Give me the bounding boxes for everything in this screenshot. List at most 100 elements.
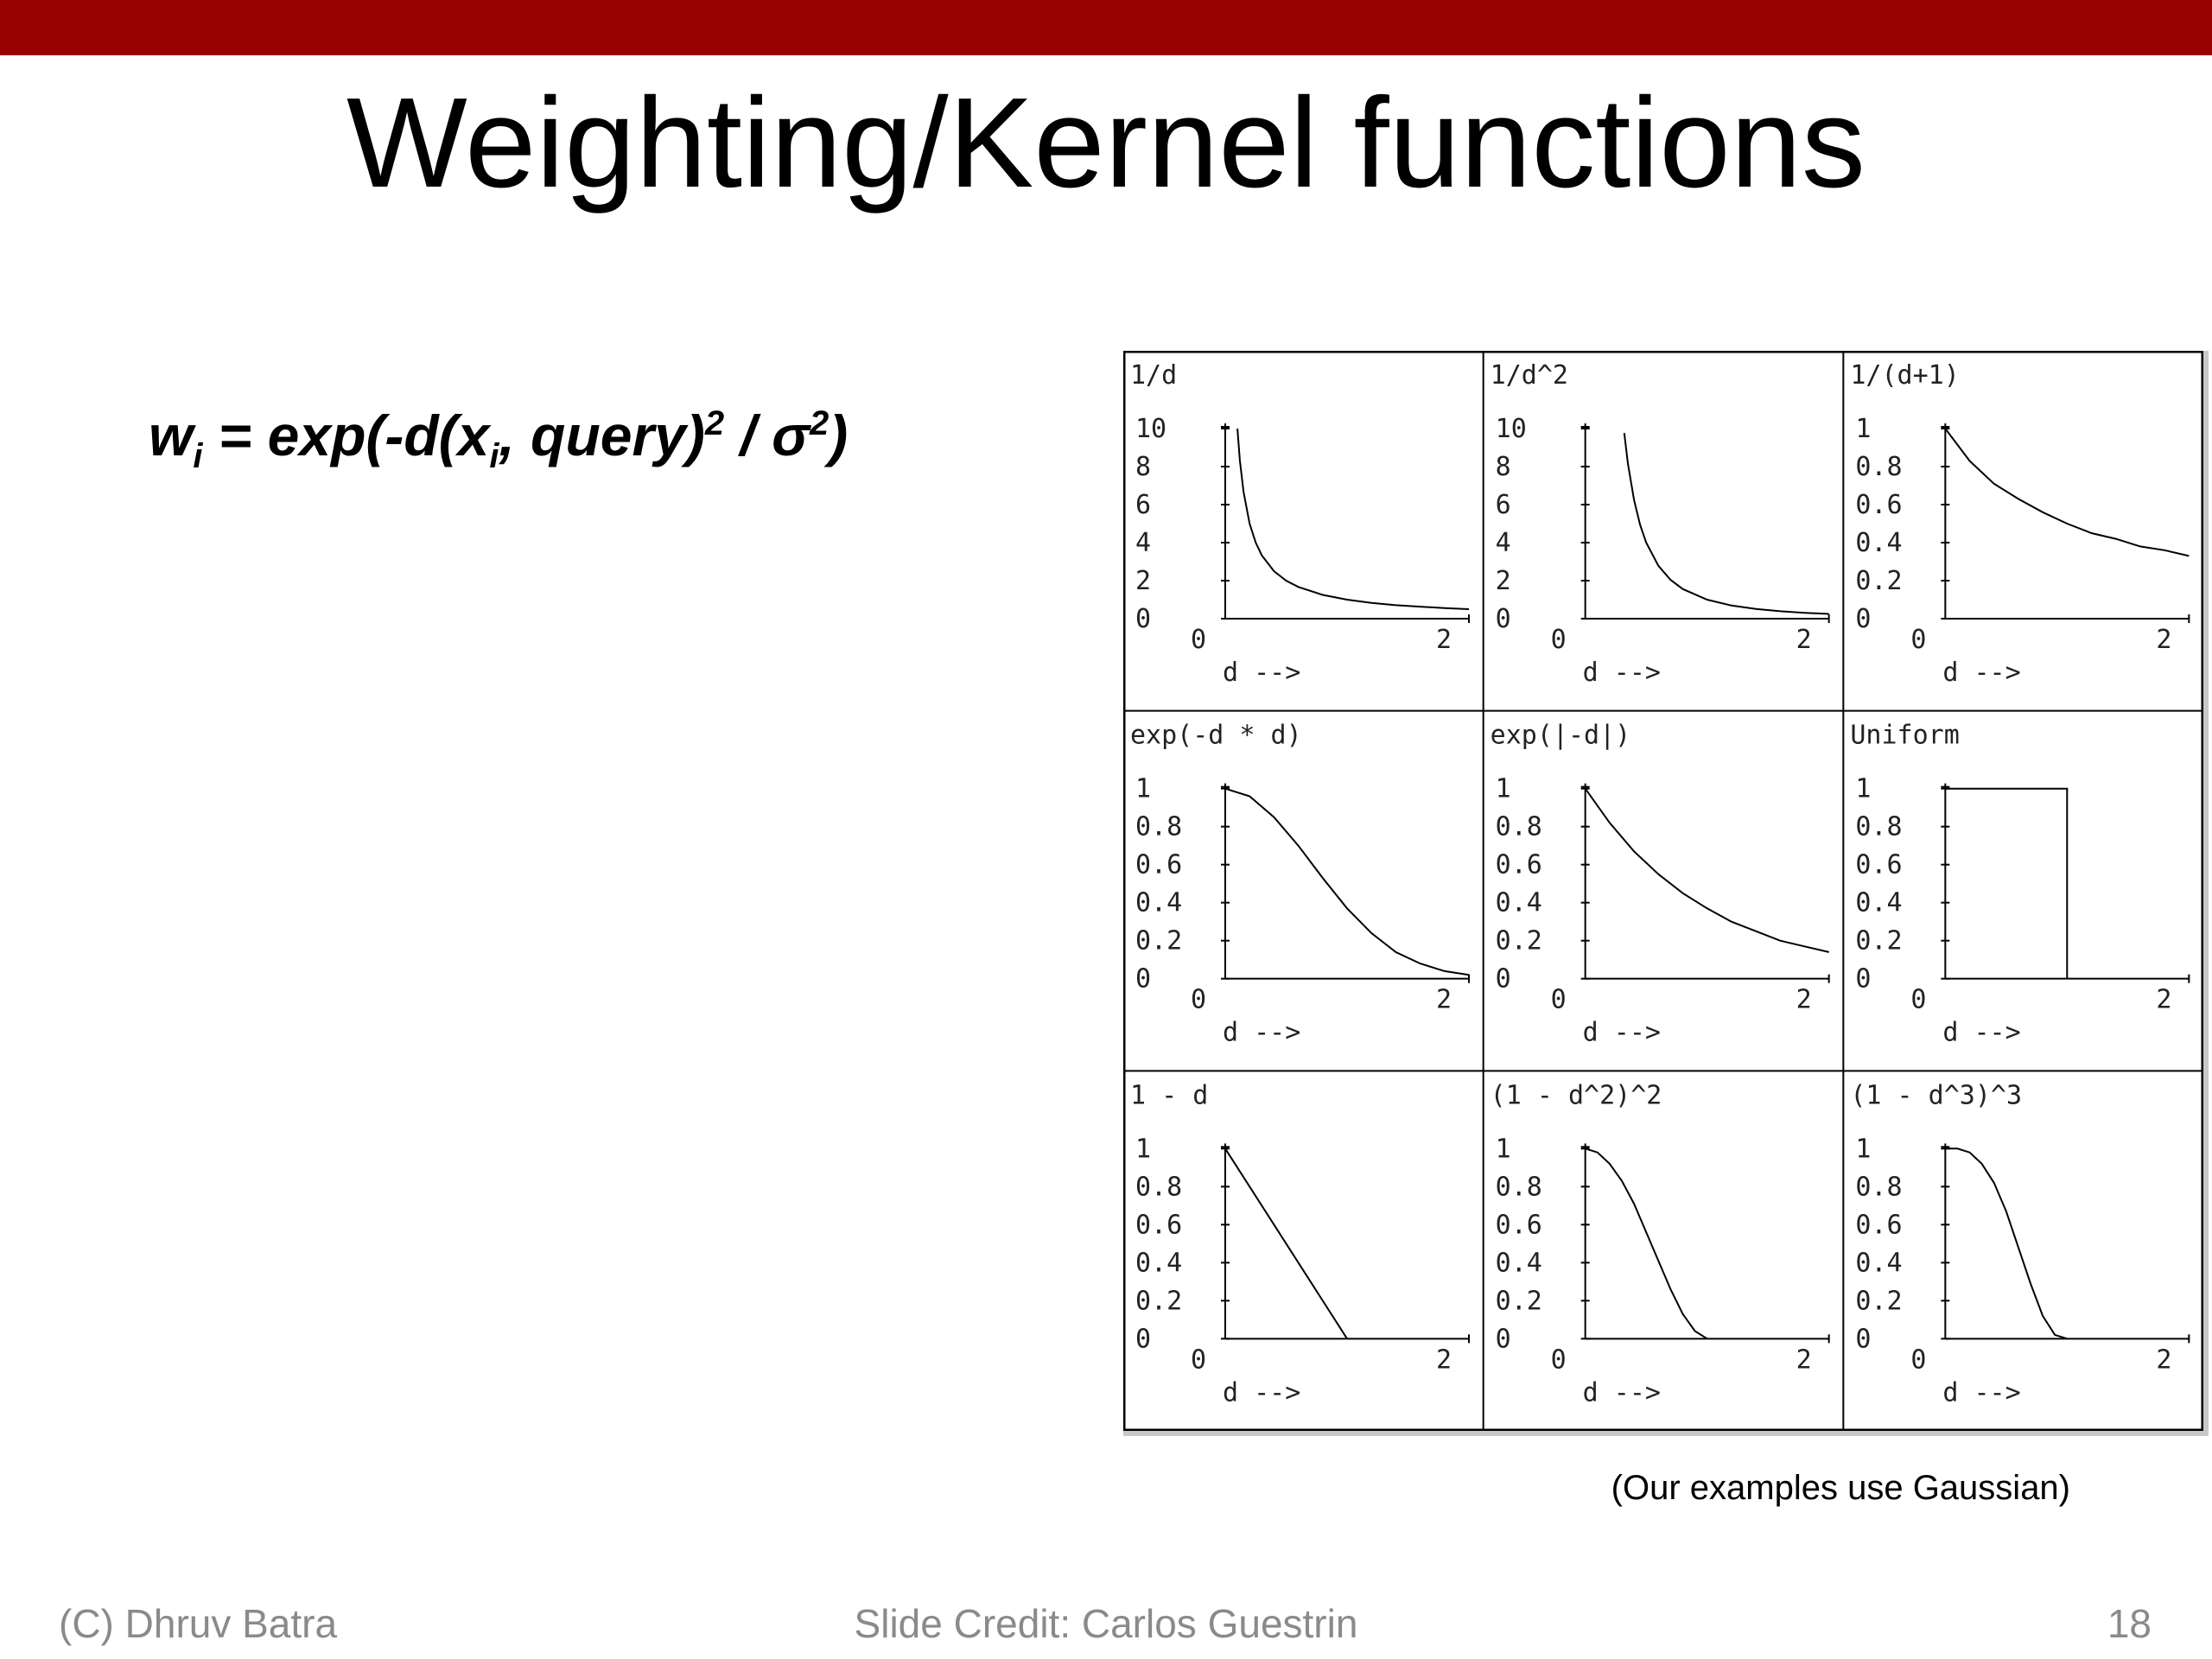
x-tick-label: 2 — [1436, 625, 1452, 655]
gaussian-caption: (Our examples use Gaussian) — [1611, 1469, 2070, 1507]
x-axis-label: d --> — [1583, 1018, 1661, 1048]
y-tick-label: 10 — [1496, 414, 1527, 444]
x-axis-label: d --> — [1583, 658, 1661, 688]
y-tick-label: 1 — [1855, 774, 1871, 804]
x-tick-label: 0 — [1551, 985, 1567, 1015]
y-tick-label: 6 — [1135, 490, 1151, 520]
y-tick-label: 0.2 — [1135, 926, 1182, 957]
x-tick-label: 0 — [1910, 625, 1926, 655]
y-tick-label: 0.2 — [1855, 566, 1902, 596]
footer-author: (C) Dhruv Batra — [59, 1601, 338, 1646]
y-tick-label: 0.4 — [1496, 888, 1542, 918]
x-axis-label: d --> — [1942, 658, 2020, 688]
kernel-curve — [1585, 1147, 1708, 1340]
y-tick-label: 0 — [1135, 964, 1151, 995]
x-axis-label: d --> — [1223, 1018, 1300, 1048]
formula-sub-i: i — [193, 437, 203, 475]
y-tick-label: 0.6 — [1496, 850, 1542, 880]
top-accent-bar — [0, 0, 2212, 55]
panel-title: Uniform — [1850, 721, 1959, 751]
x-tick-label: 0 — [1191, 625, 1206, 655]
y-tick-label: 0.2 — [1496, 1286, 1542, 1316]
y-tick-label: 0.4 — [1496, 1248, 1542, 1278]
kernel-curve — [1623, 432, 1829, 615]
panel-title: 1/d — [1130, 360, 1177, 391]
kernel-curve — [1945, 1147, 2068, 1340]
page-number: 18 — [2107, 1601, 2152, 1646]
y-tick-label: 8 — [1135, 452, 1151, 482]
y-tick-label: 8 — [1496, 452, 1511, 482]
x-tick-label: 0 — [1910, 985, 1926, 1015]
y-tick-label: 0.8 — [1135, 812, 1182, 842]
y-tick-label: 0.2 — [1135, 1286, 1182, 1316]
x-tick-label: 0 — [1910, 1344, 1926, 1375]
footer-credit: Slide Credit: Carlos Guestrin — [854, 1601, 1358, 1646]
panel-title: exp(|-d|) — [1491, 721, 1631, 751]
kernel-curve — [1945, 787, 2069, 979]
y-tick-label: 0 — [1496, 604, 1511, 634]
x-axis-label: d --> — [1223, 658, 1300, 688]
x-tick-label: 0 — [1191, 1344, 1206, 1375]
formula-part2: , query) — [499, 404, 705, 467]
kernel-curve — [1584, 788, 1829, 953]
kernel-curve — [1236, 428, 1470, 610]
y-tick-label: 0 — [1496, 964, 1511, 995]
formula-part4: ) — [829, 404, 849, 467]
formula-part3: / σ — [724, 404, 810, 467]
y-tick-label: 0.4 — [1855, 888, 1902, 918]
y-tick-label: 0.2 — [1855, 926, 1902, 957]
y-tick-label: 0.4 — [1855, 528, 1902, 558]
y-tick-label: 0.8 — [1496, 1172, 1542, 1202]
y-tick-label: 0.2 — [1855, 1286, 1902, 1316]
y-tick-label: 2 — [1135, 566, 1151, 596]
formula-sup-2a: 2 — [704, 404, 725, 442]
y-tick-label: 0.8 — [1855, 1172, 1902, 1202]
y-tick-label: 0.8 — [1496, 812, 1542, 842]
x-tick-label: 0 — [1191, 985, 1206, 1015]
y-tick-label: 0.6 — [1496, 1210, 1542, 1240]
y-tick-label: 0 — [1855, 604, 1871, 634]
kernel-curve — [1224, 787, 1470, 976]
y-tick-label: 0.8 — [1855, 452, 1902, 482]
y-tick-label: 0.6 — [1855, 490, 1902, 520]
y-tick-label: 1 — [1855, 414, 1871, 444]
x-tick-label: 2 — [1796, 985, 1812, 1015]
y-tick-label: 0.6 — [1855, 1210, 1902, 1240]
y-tick-label: 0.4 — [1135, 1248, 1182, 1278]
x-axis-label: d --> — [1942, 1018, 2020, 1048]
grid-border — [1123, 351, 2203, 1431]
panel-title: (1 - d^3)^3 — [1850, 1080, 2022, 1110]
x-tick-label: 2 — [1796, 625, 1812, 655]
panel-title: 1/(d+1) — [1850, 360, 1959, 391]
formula-sub-i-2: i — [489, 437, 499, 475]
panel-title: (1 - d^2)^2 — [1491, 1080, 1662, 1110]
formula-part1: = exp(-d(x — [202, 404, 490, 467]
y-tick-label: 0.8 — [1855, 812, 1902, 842]
y-tick-label: 1 — [1496, 774, 1511, 804]
x-tick-label: 2 — [1436, 985, 1452, 1015]
x-axis-label: d --> — [1942, 1377, 2020, 1408]
y-tick-label: 0.2 — [1496, 926, 1542, 957]
y-tick-label: 4 — [1496, 528, 1511, 558]
y-tick-label: 4 — [1135, 528, 1151, 558]
x-tick-label: 0 — [1551, 625, 1567, 655]
x-tick-label: 2 — [2156, 1344, 2171, 1375]
slide-title: Weighting/Kernel functions — [346, 72, 1866, 214]
formula-w: w — [149, 404, 194, 467]
y-tick-label: 1 — [1855, 1134, 1871, 1164]
y-tick-label: 10 — [1135, 414, 1166, 444]
y-tick-label: 0 — [1135, 1324, 1151, 1354]
y-tick-label: 0.8 — [1135, 1172, 1182, 1202]
y-tick-label: 0.6 — [1135, 1210, 1182, 1240]
panel-title: 1/d^2 — [1491, 360, 1568, 391]
weight-formula: wi = exp(-d(xi, query)2 / σ2) — [149, 403, 848, 476]
formula-sup-2b: 2 — [809, 404, 830, 442]
y-tick-label: 0 — [1135, 604, 1151, 634]
x-axis-label: d --> — [1223, 1377, 1300, 1408]
y-tick-label: 1 — [1135, 774, 1151, 804]
x-tick-label: 2 — [1796, 1344, 1812, 1375]
x-tick-label: 2 — [2156, 985, 2171, 1015]
y-tick-label: 1 — [1496, 1134, 1511, 1164]
x-axis-label: d --> — [1583, 1377, 1661, 1408]
